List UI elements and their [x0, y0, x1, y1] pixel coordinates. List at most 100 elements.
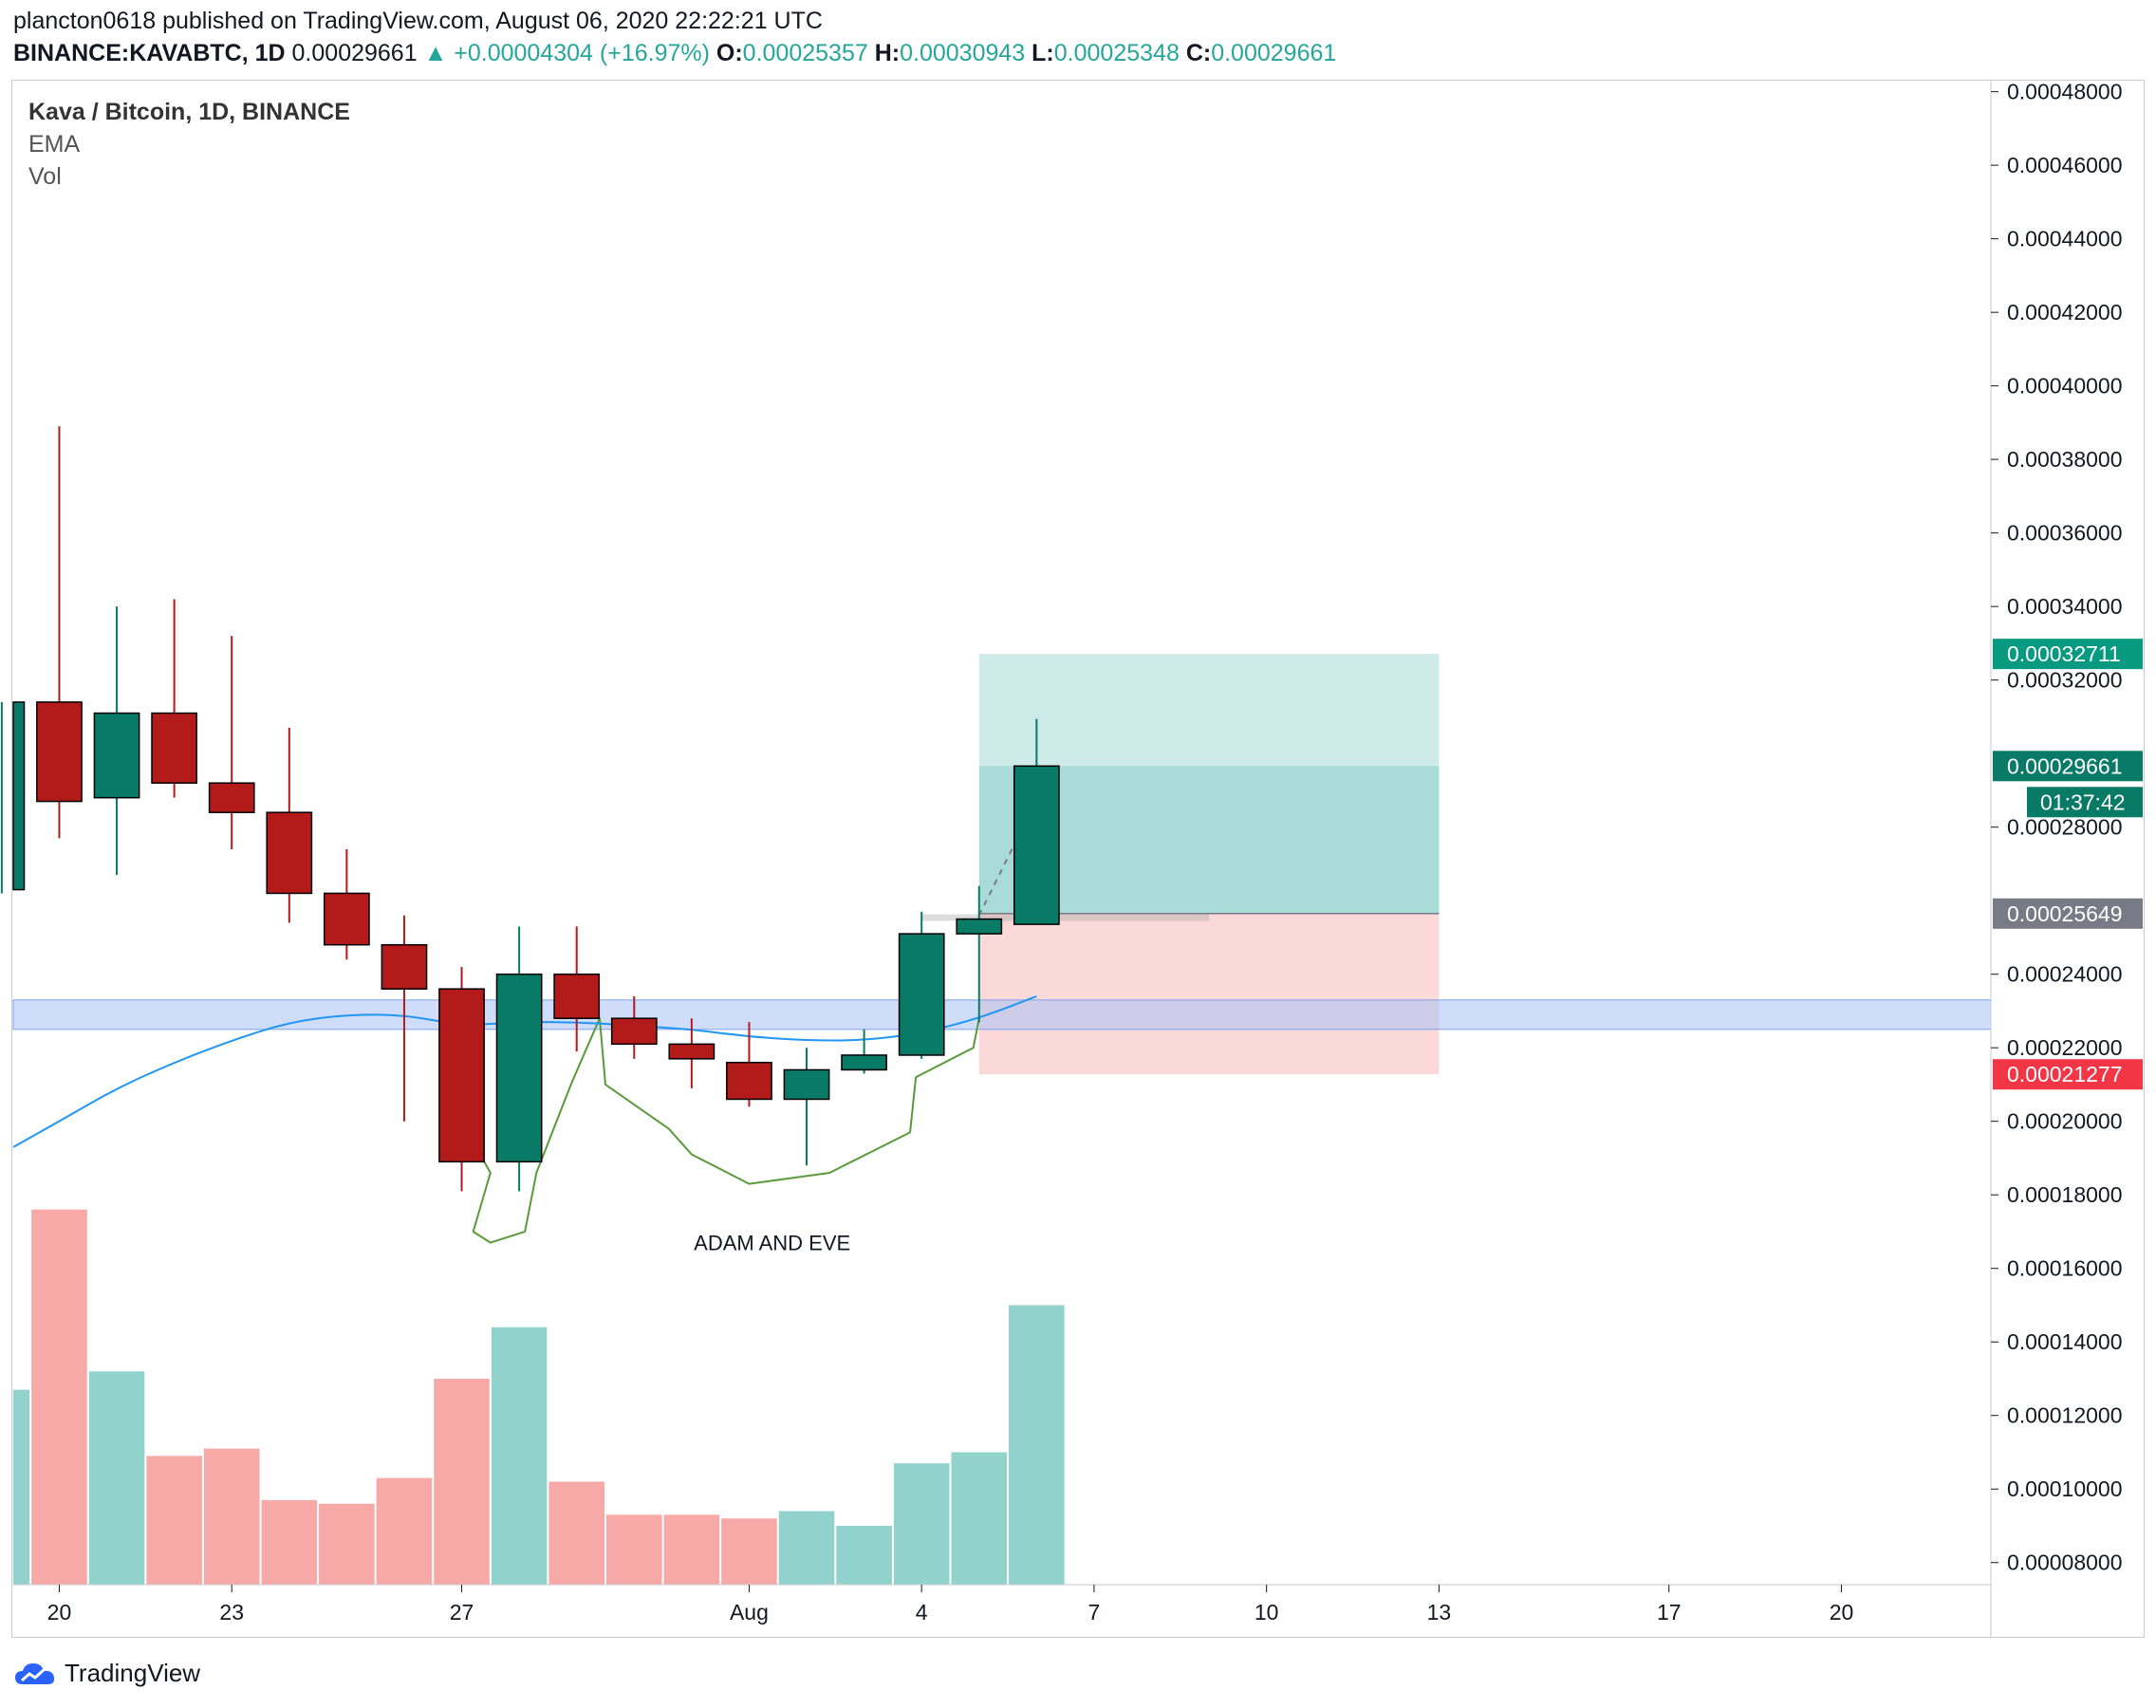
low-value: 0.00025348 [1053, 40, 1180, 66]
volume-bar [548, 1481, 604, 1585]
candle-body [36, 701, 83, 803]
candle [36, 426, 83, 839]
candle-body [553, 973, 601, 1019]
price-tick-label: 0.00008000 [2007, 1550, 2123, 1575]
price-tick-label: 0.00034000 [2007, 594, 2123, 619]
price-tick-label: 0.00042000 [2007, 300, 2123, 325]
time-tick-label: 13 [1427, 1600, 1452, 1624]
volume-bar [376, 1477, 433, 1585]
price-tick-label: 0.00012000 [2007, 1403, 2123, 1428]
volume-bar [434, 1378, 490, 1585]
last-price-tag: 0.00029661 [2007, 753, 2123, 778]
candle-body [898, 933, 945, 1056]
time-tick-label: 7 [1088, 1600, 1101, 1624]
candles [0, 426, 1060, 1192]
low-label: L: [1032, 40, 1054, 66]
time-tick-label: 20 [47, 1600, 72, 1624]
candle-body [841, 1054, 887, 1071]
adam-eve-pattern: ADAM AND EVE [460, 1017, 980, 1254]
price-tick-label: 0.00044000 [2007, 227, 2123, 251]
volume-bar [778, 1511, 835, 1585]
volume-bar [836, 1525, 892, 1585]
volume-bar [13, 1389, 30, 1585]
price-tick-label: 0.00022000 [2007, 1035, 2123, 1060]
ema-line [12, 995, 1037, 1148]
entry-price-tag: 0.00025649 [2007, 901, 2123, 926]
candle-body [438, 988, 485, 1163]
volume-bar [893, 1463, 950, 1585]
candle [841, 1029, 887, 1074]
symbol-label: BINANCE:KAVABTC, 1D [13, 40, 286, 66]
volume-bar [1009, 1305, 1065, 1585]
candle [495, 926, 543, 1192]
volume-bar [605, 1514, 662, 1585]
entry-price-tag-bg [1993, 898, 2143, 929]
volume-bars [13, 1209, 1065, 1585]
volume-bar [88, 1371, 145, 1585]
price-change: ▲ +0.00004304 (+16.97%) [423, 40, 710, 66]
footer-brand-label: TradingView [65, 1659, 201, 1687]
candle [1013, 718, 1060, 925]
close-label: C: [1185, 40, 1212, 66]
volume-bar [203, 1448, 260, 1585]
pattern-annotation: ADAM AND EVE [694, 1231, 850, 1254]
time-tick-label: 17 [1657, 1600, 1682, 1624]
price-tick-label: 0.00028000 [2007, 815, 2123, 840]
candle-body [381, 943, 428, 990]
candle-body [610, 1017, 658, 1046]
legend-ema[interactable]: EMA [28, 131, 81, 158]
price-tick-label: 0.00016000 [2007, 1256, 2123, 1281]
candle-body [726, 1061, 772, 1101]
candle-body [668, 1043, 716, 1060]
price-tick-label: 0.00024000 [2007, 962, 2123, 987]
footer-brand[interactable]: TradingView [13, 1659, 200, 1688]
candle [898, 911, 945, 1059]
price-tick-label: 0.00018000 [2007, 1182, 2123, 1207]
pattern-outline [460, 1017, 980, 1244]
time-tick-label: 10 [1255, 1600, 1279, 1624]
candle-body [151, 712, 198, 784]
candle [381, 915, 428, 1122]
volume-bar [721, 1518, 777, 1585]
support-zone-rect [12, 999, 1992, 1030]
volume-bar [319, 1503, 375, 1585]
candle [438, 966, 485, 1192]
last-price-tag-bg [1993, 751, 2143, 782]
candle-body [12, 701, 26, 891]
target-price-tag: 0.00032711 [2007, 641, 2121, 666]
time-axis: 20 23 27 Aug 4 7 10 13 17 20 [13, 1584, 1991, 1624]
candle-body [956, 918, 1003, 935]
countdown-tag: 01:37:42 [2040, 789, 2126, 814]
price-tick-label: 0.00048000 [2007, 80, 2123, 104]
candle-body [1013, 765, 1060, 925]
entry-marker [921, 914, 1210, 921]
target-price-tag-bg [1993, 639, 2143, 670]
price-tick-label: 0.00010000 [2007, 1476, 2123, 1501]
candle [151, 599, 198, 798]
volume-bar [951, 1452, 1008, 1585]
price-tick-label: 0.00038000 [2007, 447, 2123, 472]
candle [668, 1018, 716, 1088]
candle [956, 885, 1003, 1023]
candle [610, 995, 658, 1059]
candle-body [266, 811, 313, 895]
volume-bar [31, 1209, 87, 1585]
stop-zone [978, 913, 1440, 1075]
volume-bar [663, 1514, 720, 1585]
tradingview-cloud-icon [15, 1662, 55, 1684]
candle [726, 1022, 772, 1107]
candle-body [208, 782, 255, 813]
price-tags: 0.00032711 0.00029661 01:37:42 0.00025649 0.… [1993, 639, 2143, 1090]
candle-body [495, 973, 543, 1163]
price-tick-label: 0.00014000 [2007, 1329, 2123, 1354]
candle [783, 1048, 830, 1166]
chart-frame[interactable] [11, 80, 2145, 1638]
open-value: 0.00025357 [742, 40, 868, 66]
countdown-tag-bg [2027, 787, 2143, 818]
price-tick-label: 0.00020000 [2007, 1109, 2123, 1134]
dashed-projection [977, 833, 1021, 917]
candle [553, 926, 601, 1052]
legend-vol[interactable]: Vol [28, 163, 62, 190]
ema-path [12, 995, 1037, 1148]
